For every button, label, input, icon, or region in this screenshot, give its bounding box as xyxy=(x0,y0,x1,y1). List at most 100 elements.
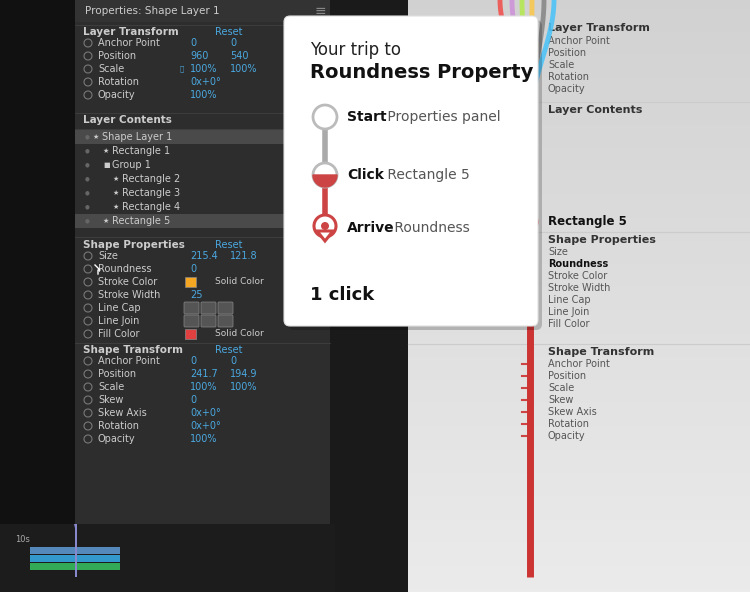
Bar xyxy=(408,398,750,399)
Bar xyxy=(408,483,750,484)
Bar xyxy=(408,330,750,331)
Bar xyxy=(408,292,750,293)
Bar xyxy=(0,0,75,592)
Bar xyxy=(408,162,750,163)
Bar xyxy=(408,343,750,344)
FancyBboxPatch shape xyxy=(288,20,542,330)
Bar xyxy=(408,23,750,24)
Bar xyxy=(408,21,750,22)
Bar xyxy=(408,430,750,431)
Text: Layer Contents: Layer Contents xyxy=(548,105,642,115)
Bar xyxy=(408,401,750,402)
Bar xyxy=(408,24,750,25)
Bar xyxy=(408,217,750,218)
Text: Roundness: Roundness xyxy=(390,221,470,235)
Bar xyxy=(408,526,750,527)
Bar xyxy=(408,116,750,117)
Text: Shape Transform: Shape Transform xyxy=(83,345,183,355)
Bar xyxy=(408,316,750,317)
Bar xyxy=(408,271,750,272)
Bar xyxy=(408,59,750,60)
Bar xyxy=(408,543,750,544)
Bar xyxy=(408,480,750,481)
Text: 121.8: 121.8 xyxy=(230,251,258,261)
Bar xyxy=(408,384,750,385)
Bar xyxy=(408,353,750,354)
Text: ●: ● xyxy=(85,149,90,153)
Bar xyxy=(408,587,750,588)
Text: 100%: 100% xyxy=(190,382,217,392)
Bar xyxy=(408,506,750,507)
Bar xyxy=(408,447,750,448)
Bar xyxy=(408,472,750,473)
Bar xyxy=(408,291,750,292)
Bar xyxy=(408,558,750,559)
Bar xyxy=(408,97,750,98)
Bar xyxy=(408,524,750,525)
Bar xyxy=(408,31,750,32)
Bar xyxy=(408,341,750,342)
Bar xyxy=(408,345,750,346)
Bar xyxy=(408,281,750,282)
Text: 215.4: 215.4 xyxy=(190,251,217,261)
Bar xyxy=(408,90,750,91)
Bar xyxy=(408,301,750,302)
Bar xyxy=(408,56,750,57)
Bar xyxy=(408,474,750,475)
Bar xyxy=(408,241,750,242)
Bar xyxy=(408,96,750,97)
Bar xyxy=(408,464,750,465)
Bar xyxy=(408,152,750,153)
Bar xyxy=(408,495,750,496)
Circle shape xyxy=(313,105,337,129)
Bar xyxy=(408,530,750,531)
Bar xyxy=(408,251,750,252)
Bar xyxy=(408,448,750,449)
Bar xyxy=(408,37,750,38)
Text: Scale: Scale xyxy=(98,382,124,392)
Bar xyxy=(408,262,750,263)
Bar xyxy=(408,143,750,144)
Bar xyxy=(408,318,750,319)
Bar xyxy=(408,454,750,455)
Bar xyxy=(408,197,750,198)
Bar xyxy=(408,523,750,524)
Bar xyxy=(408,238,750,239)
Bar xyxy=(408,458,750,459)
Bar xyxy=(408,129,750,130)
Bar xyxy=(408,45,750,46)
Bar xyxy=(408,503,750,504)
Text: Anchor Point: Anchor Point xyxy=(98,356,160,366)
Bar xyxy=(408,175,750,176)
Bar xyxy=(408,9,750,10)
Bar xyxy=(408,309,750,310)
Bar xyxy=(408,551,750,552)
Bar xyxy=(408,469,750,470)
Bar xyxy=(408,372,750,373)
Bar xyxy=(408,188,750,189)
Bar xyxy=(408,549,750,550)
Bar xyxy=(408,267,750,268)
Bar xyxy=(408,437,750,438)
Bar xyxy=(408,148,750,149)
Text: Rectangle 3: Rectangle 3 xyxy=(122,188,180,198)
Text: Anchor Point: Anchor Point xyxy=(548,36,610,46)
Text: Stroke Color: Stroke Color xyxy=(548,271,608,281)
Bar xyxy=(408,296,750,297)
Bar xyxy=(408,405,750,406)
Bar xyxy=(408,360,750,361)
Bar xyxy=(408,46,750,47)
Bar xyxy=(408,186,750,187)
Bar xyxy=(408,440,750,441)
Text: 0x+0°: 0x+0° xyxy=(190,408,220,418)
Bar xyxy=(408,289,750,290)
Bar xyxy=(408,327,750,328)
Bar xyxy=(408,237,750,238)
Bar xyxy=(408,487,750,488)
Bar xyxy=(408,120,750,121)
Bar xyxy=(408,382,750,383)
Bar xyxy=(408,144,750,145)
Bar xyxy=(408,248,750,249)
Bar xyxy=(408,531,750,532)
Bar xyxy=(408,263,750,264)
